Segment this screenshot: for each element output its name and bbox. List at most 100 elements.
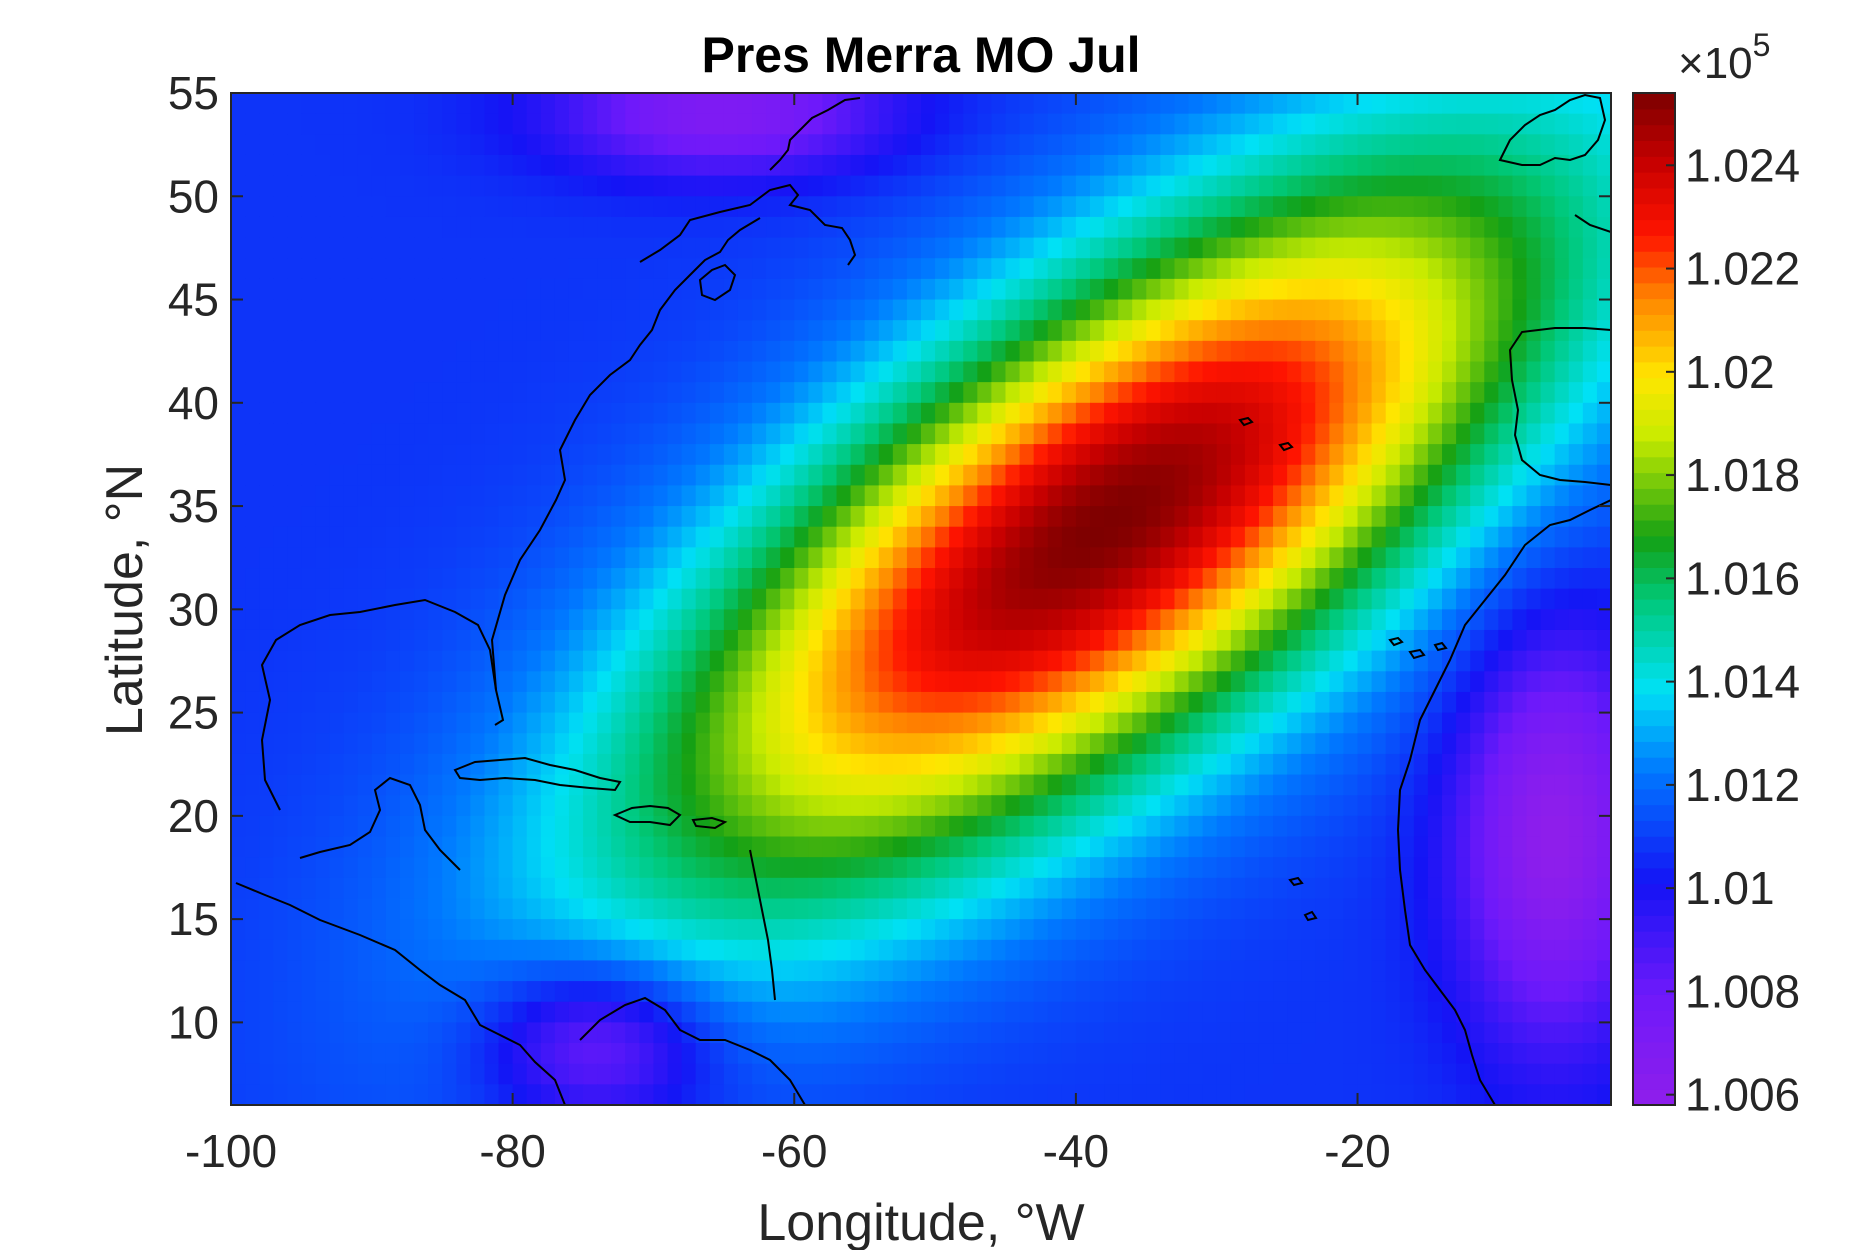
- heatmap-cell: [1582, 1063, 1598, 1085]
- heatmap-cell: [1244, 1084, 1260, 1105]
- heatmap-cell: [456, 444, 471, 466]
- heatmap-cell: [1456, 382, 1471, 404]
- heatmap-cell: [1554, 113, 1570, 135]
- heatmap-cell: [1174, 774, 1190, 796]
- heatmap-cell: [1568, 175, 1584, 197]
- heatmap-cell: [1160, 733, 1176, 755]
- heatmap-cell: [906, 547, 922, 569]
- heatmap-cell: [808, 382, 824, 404]
- heatmap-cell: [287, 196, 303, 218]
- heatmap-cell: [1343, 898, 1359, 920]
- heatmap-cell: [273, 464, 288, 487]
- heatmap-cell: [1470, 134, 1485, 156]
- heatmap-cell: [695, 93, 711, 115]
- heatmap-cell: [625, 485, 640, 507]
- heatmap-cell: [597, 588, 612, 610]
- heatmap-cell: [836, 1001, 852, 1023]
- heatmap-cell: [808, 857, 824, 879]
- heatmap-cell: [1104, 464, 1119, 487]
- heatmap-cell: [1033, 919, 1049, 941]
- heatmap-cell: [1047, 299, 1063, 321]
- heatmap-cell: [1427, 1043, 1443, 1065]
- heatmap-cell: [1427, 650, 1443, 672]
- heatmap-cell: [921, 609, 936, 631]
- heatmap-cell: [611, 154, 626, 177]
- heatmap-cell: [1188, 712, 1204, 734]
- heatmap-cell: [892, 382, 908, 404]
- heatmap-cell: [273, 1084, 288, 1105]
- heatmap-cell: [1230, 175, 1246, 197]
- heatmap-cell: [1118, 774, 1133, 796]
- heatmap-cell: [1357, 712, 1373, 734]
- heatmap-cell: [878, 960, 894, 982]
- y-tick-label: 20: [168, 790, 219, 842]
- heatmap-cell: [780, 629, 795, 652]
- heatmap-cell: [1258, 444, 1274, 466]
- heatmap-cell: [1498, 712, 1514, 734]
- heatmap-cell: [414, 898, 429, 920]
- heatmap-cell: [977, 1084, 993, 1105]
- heatmap-cell: [1427, 113, 1443, 135]
- heatmap-cell: [484, 939, 500, 962]
- heatmap-cell: [1357, 939, 1373, 962]
- heatmap-cell: [287, 1043, 303, 1065]
- heatmap-cell: [1399, 547, 1415, 569]
- x-axis: -100 -80 -60 -40 -20: [185, 93, 1391, 1177]
- heatmap-cell: [808, 753, 824, 776]
- heatmap-cell: [780, 464, 795, 487]
- heatmap-cell: [1456, 795, 1471, 817]
- heatmap-cell: [1371, 671, 1387, 693]
- heatmap-cell: [1371, 196, 1387, 218]
- heatmap-cell: [399, 815, 415, 838]
- heatmap-cell: [935, 1001, 950, 1023]
- heatmap-cell: [1540, 444, 1556, 466]
- heatmap-cell: [977, 113, 993, 135]
- heatmap-cell: [231, 877, 246, 900]
- heatmap-cell: [1371, 93, 1387, 115]
- heatmap-cell: [583, 464, 598, 487]
- heatmap-cell: [935, 485, 950, 507]
- heatmap-cell: [1047, 340, 1063, 363]
- heatmap-cell: [1005, 671, 1021, 693]
- heatmap-cell: [498, 361, 514, 383]
- heatmap-cell: [723, 216, 739, 239]
- heatmap-cell: [1301, 175, 1316, 197]
- heatmap-cell: [498, 423, 514, 445]
- heatmap-cell: [273, 175, 288, 197]
- heatmap-cell: [1427, 526, 1443, 548]
- heatmap-cell: [1216, 113, 1232, 135]
- heatmap-cell: [906, 196, 922, 218]
- heatmap-cell: [1174, 506, 1190, 528]
- heatmap-cell: [1287, 216, 1302, 239]
- heatmap-cell: [822, 196, 838, 218]
- heatmap-cell: [1301, 93, 1316, 115]
- heatmap-cell: [850, 939, 866, 962]
- heatmap-cell: [456, 93, 471, 115]
- heatmap-cell: [1005, 1084, 1021, 1105]
- heatmap-cell: [949, 485, 964, 507]
- heatmap-cell: [526, 1043, 542, 1065]
- heatmap-cell: [371, 629, 387, 652]
- colorbar-segment: [1633, 535, 1675, 553]
- heatmap-cell: [456, 919, 471, 941]
- heatmap-cell: [1315, 196, 1330, 218]
- heatmap-cell: [949, 815, 964, 838]
- heatmap-cell: [1357, 196, 1373, 218]
- heatmap-cell: [1047, 712, 1063, 734]
- heatmap-cell: [878, 526, 894, 548]
- heatmap-cell: [935, 733, 950, 755]
- heatmap-cell: [301, 981, 317, 1003]
- heatmap-cell: [371, 609, 387, 631]
- heatmap-cell: [1470, 113, 1485, 135]
- heatmap-cell: [653, 1084, 669, 1105]
- heatmap-cell: [329, 629, 345, 652]
- heatmap-cell: [977, 320, 993, 342]
- heatmap-cell: [597, 196, 612, 218]
- heatmap-cell: [1273, 1022, 1288, 1044]
- heatmap-cell: [991, 836, 1007, 858]
- heatmap-cell: [1371, 1063, 1387, 1085]
- heatmap-cell: [681, 1001, 697, 1023]
- heatmap-cell: [1385, 857, 1401, 879]
- heatmap-cell: [414, 1063, 429, 1085]
- heatmap-cell: [540, 733, 556, 755]
